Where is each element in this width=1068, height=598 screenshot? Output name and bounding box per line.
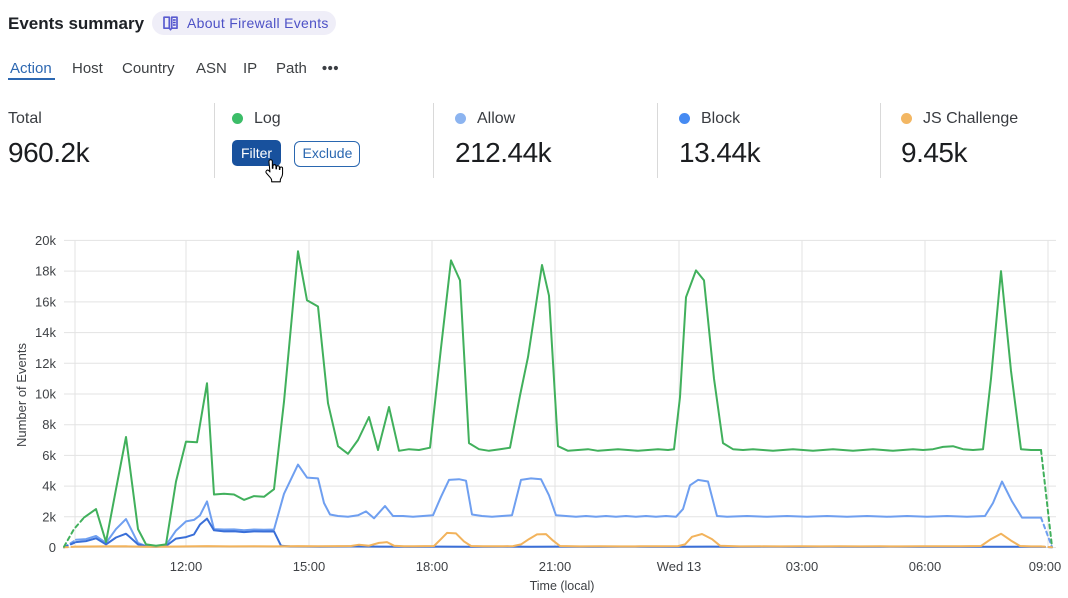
svg-text:14k: 14k bbox=[35, 325, 56, 340]
svg-text:12:00: 12:00 bbox=[170, 559, 203, 574]
svg-text:18k: 18k bbox=[35, 264, 56, 279]
svg-text:21:00: 21:00 bbox=[539, 559, 572, 574]
svg-text:6k: 6k bbox=[42, 448, 56, 463]
svg-text:2k: 2k bbox=[42, 509, 56, 524]
svg-text:12k: 12k bbox=[35, 356, 56, 371]
svg-text:8k: 8k bbox=[42, 417, 56, 432]
svg-text:0: 0 bbox=[49, 540, 56, 555]
svg-text:Wed 13: Wed 13 bbox=[657, 559, 702, 574]
svg-text:06:00: 06:00 bbox=[909, 559, 942, 574]
svg-text:16k: 16k bbox=[35, 294, 56, 309]
svg-text:15:00: 15:00 bbox=[293, 559, 326, 574]
svg-text:Time (local): Time (local) bbox=[530, 579, 595, 593]
svg-text:20k: 20k bbox=[35, 233, 56, 248]
svg-text:03:00: 03:00 bbox=[786, 559, 819, 574]
svg-text:4k: 4k bbox=[42, 479, 56, 494]
svg-text:Number of Events: Number of Events bbox=[14, 342, 29, 447]
svg-text:18:00: 18:00 bbox=[416, 559, 449, 574]
svg-text:09:00: 09:00 bbox=[1029, 559, 1062, 574]
svg-text:10k: 10k bbox=[35, 387, 56, 402]
